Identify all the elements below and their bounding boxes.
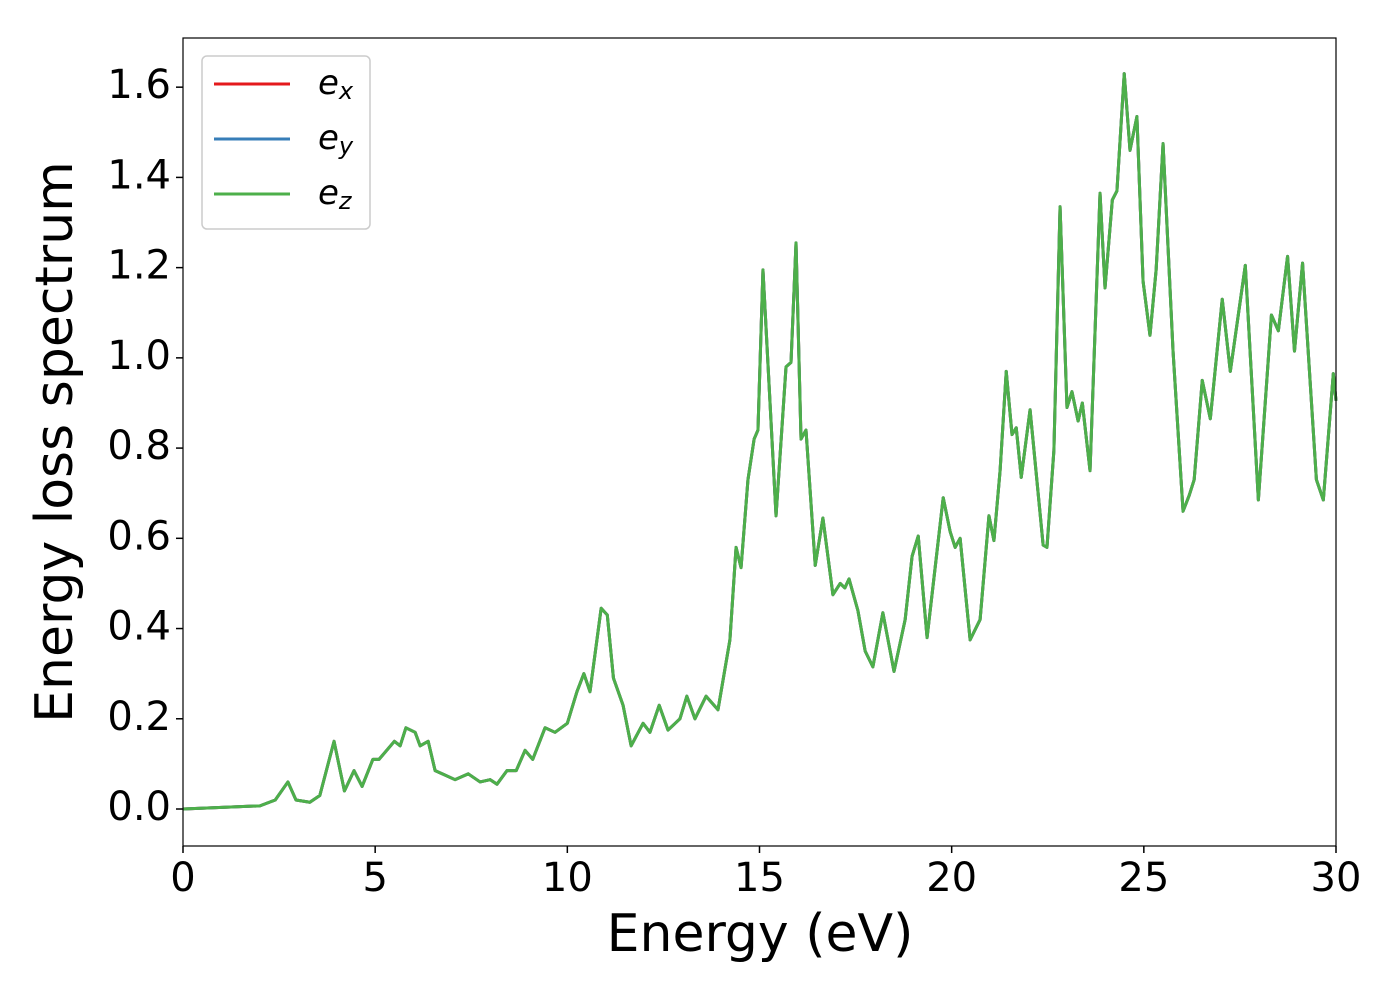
x-tick-label: 10	[542, 855, 593, 901]
legend-label: ey	[318, 118, 354, 161]
legend-label: ez	[318, 173, 353, 216]
x-tick-label: 20	[926, 855, 977, 901]
series-line	[182, 72, 1338, 811]
y-tick-label: 0.2	[107, 694, 171, 740]
y-tick-label: 0.0	[107, 784, 171, 830]
x-tick-label: 0	[170, 855, 195, 901]
x-tick-label: 15	[734, 855, 785, 901]
plot-frame	[182, 37, 1337, 847]
y-axis-label: Energy loss spectrum	[25, 161, 85, 723]
y-tick-label: 1.2	[107, 243, 171, 289]
x-tick-label: 5	[362, 855, 387, 901]
y-tick-label: 0.4	[107, 604, 171, 650]
x-tick-label: 30	[1311, 855, 1362, 901]
y-tick-label: 1.6	[107, 62, 171, 108]
legend-label: ex	[318, 63, 354, 106]
legend-box	[201, 55, 371, 230]
x-axis-label: Energy (eV)	[607, 904, 914, 964]
y-tick-label: 1.0	[107, 333, 171, 379]
y-tick-label: 1.4	[107, 152, 171, 198]
y-tick-label: 0.6	[107, 513, 171, 559]
y-tick-label: 0.8	[107, 423, 171, 469]
x-tick-label: 25	[1118, 855, 1169, 901]
